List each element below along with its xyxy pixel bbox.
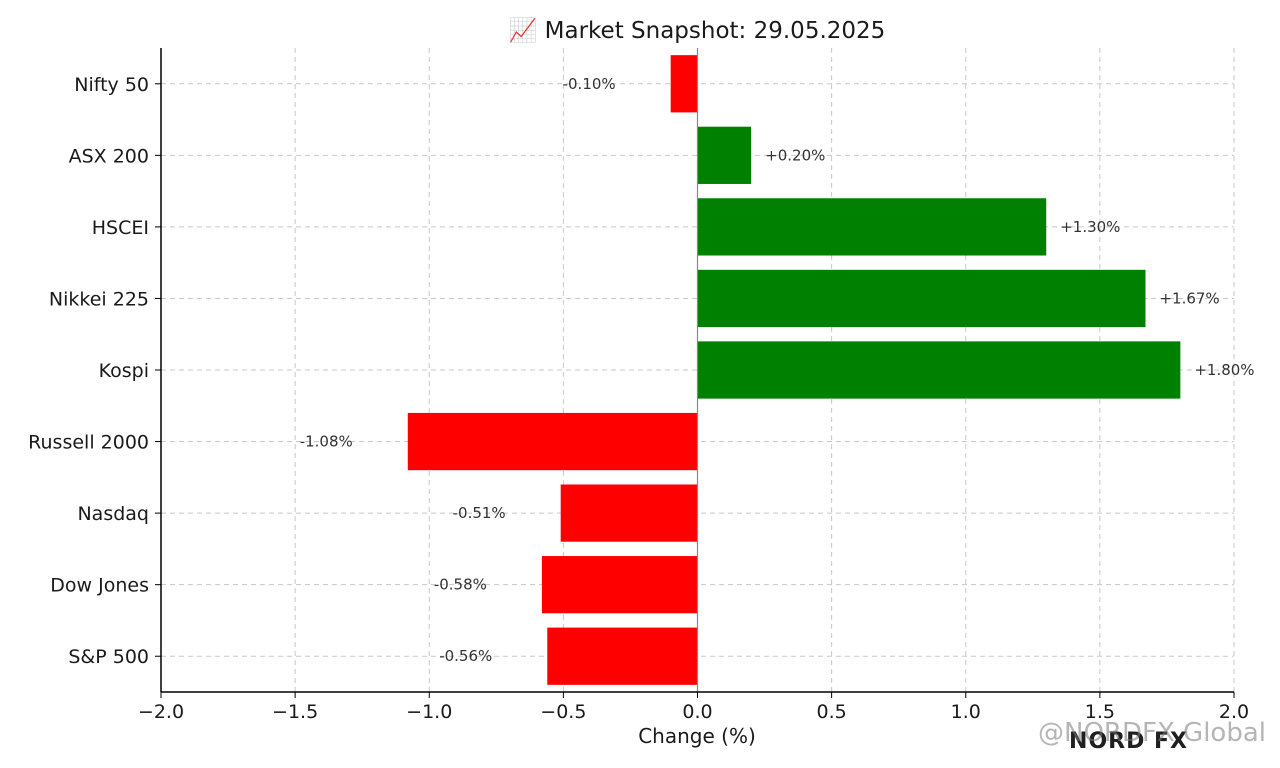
x-tick-label: −2.0: [138, 701, 184, 723]
y-tick-label: S&P 500: [68, 646, 149, 668]
y-tick-label: Dow Jones: [50, 575, 149, 597]
bar: [697, 126, 752, 184]
x-tick-label: −0.5: [540, 701, 586, 723]
nordfx-logo: NORD FX: [1069, 729, 1188, 754]
y-tick-label: ASX 200: [69, 145, 149, 167]
data-label: -0.56%: [439, 647, 492, 665]
axes: [155, 48, 1235, 698]
bar: [697, 198, 1047, 256]
data-label: -1.08%: [300, 433, 353, 451]
bar: [697, 269, 1146, 328]
y-tick-label: Russell 2000: [28, 432, 149, 454]
bar: [670, 55, 698, 113]
bars: [407, 55, 1181, 685]
x-tick-label: −1.0: [406, 701, 452, 723]
x-tick-label: 0.0: [682, 701, 712, 723]
data-label: +1.80%: [1194, 361, 1254, 379]
x-tick-label: 0.5: [817, 701, 847, 723]
bar: [541, 556, 698, 614]
bar: [560, 484, 698, 542]
watermark: @NORDFX Global: [1038, 718, 1266, 748]
chart-title: 📈 Market Snapshot: 29.05.2025: [509, 17, 886, 44]
data-labels: -0.56% -0.58% -0.51% -1.08% +1.80% +1.67% +1.3…: [300, 75, 1255, 665]
data-label: -0.10%: [563, 75, 616, 93]
data-label: +1.30%: [1060, 218, 1120, 236]
data-label: -0.58%: [434, 576, 487, 594]
bar: [407, 412, 698, 471]
y-tick-label: Nifty 50: [74, 74, 149, 96]
x-tick-label: −1.5: [272, 701, 318, 723]
y-tick-label: Nasdaq: [77, 503, 149, 525]
y-tick-label: Nikkei 225: [49, 288, 149, 310]
bar: [697, 341, 1181, 399]
x-tick-label: 2.0: [1219, 701, 1249, 723]
bar: [547, 627, 698, 685]
data-label: -0.51%: [453, 504, 506, 522]
x-axis-title: Change (%): [638, 724, 756, 748]
y-tick-label: Kospi: [99, 360, 149, 382]
data-label: +0.20%: [765, 146, 825, 164]
y-tick-label: HSCEI: [92, 217, 149, 239]
tick-labels: −2.0 −1.5 −1.0 −0.5 0.0 0.5 1.0 1.5 2.0 S&P 500 Do…: [28, 74, 1249, 723]
x-tick-label: 1.0: [951, 701, 981, 723]
data-label: +1.67%: [1159, 289, 1219, 307]
x-tick-label: 1.5: [1085, 701, 1115, 723]
